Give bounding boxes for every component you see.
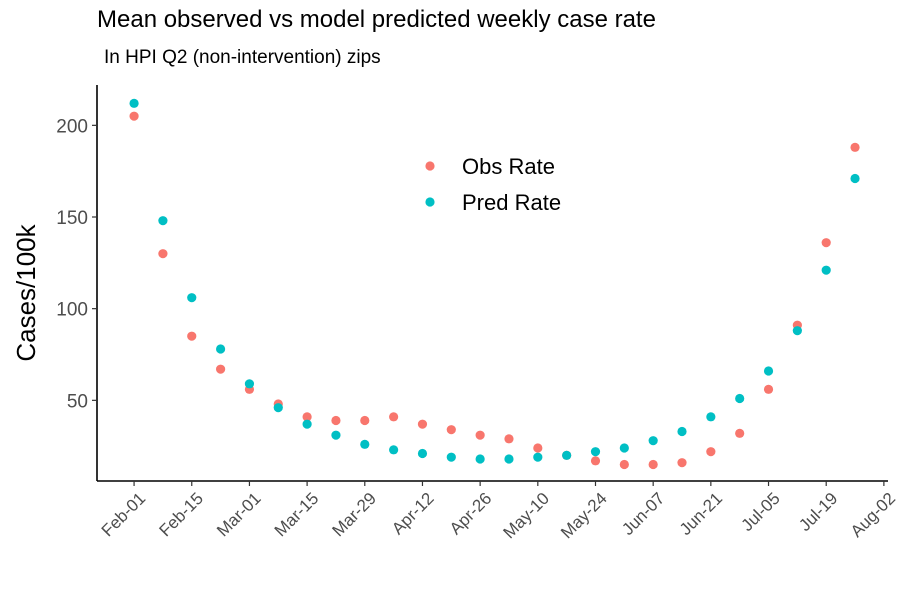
obs-rate-point xyxy=(677,458,687,468)
pred-rate-point xyxy=(389,445,399,455)
data-points xyxy=(129,98,860,470)
x-tick-label: Feb-15 xyxy=(155,489,207,541)
obs-rate-point xyxy=(533,443,543,453)
obs-rate-point xyxy=(475,430,485,440)
pred-rate-point xyxy=(475,454,485,464)
pred-rate-point xyxy=(590,447,601,457)
obs-rate-point xyxy=(648,459,658,470)
pred-rate-point xyxy=(129,98,139,108)
y-axis-title: Cases/100k xyxy=(11,223,41,361)
pred-rate-point xyxy=(648,436,658,446)
obs-rate-point xyxy=(215,364,226,374)
legend: Obs Rate Pred Rate xyxy=(425,154,561,215)
obs-rate-point xyxy=(504,434,514,444)
pred-rate-point xyxy=(735,393,745,404)
y-tick-label: 150 xyxy=(56,208,88,229)
pred-rate-point xyxy=(792,326,802,336)
axes xyxy=(96,85,888,482)
obs-rate-point xyxy=(763,384,774,394)
obs-rate-point xyxy=(590,456,601,466)
pred-rate-point xyxy=(504,454,514,464)
x-axis-ticks: Feb-01 Feb-15 Mar-01 Mar-15 Mar-29 Apr-12 Apr-… xyxy=(98,481,899,542)
legend-key xyxy=(425,161,435,171)
pred-rate-point xyxy=(533,452,543,462)
pred-rate-point xyxy=(677,426,687,437)
legend-label: Pred Rate xyxy=(462,190,561,215)
obs-rate-point xyxy=(360,415,370,426)
pred-rate-point xyxy=(244,379,255,389)
chart-title: Mean observed vs model predicted weekly … xyxy=(97,6,656,33)
legend-label: Obs Rate xyxy=(462,154,555,179)
obs-rate-point xyxy=(706,447,716,457)
obs-rate-point xyxy=(389,412,399,422)
obs-rate-point xyxy=(187,331,197,341)
pred-rate-point xyxy=(331,430,341,440)
x-tick-label: Mar-29 xyxy=(329,489,381,541)
y-tick-label: 200 xyxy=(56,116,88,137)
obs-rate-point xyxy=(735,428,745,438)
x-tick-label: Mar-01 xyxy=(213,489,265,541)
x-tick-label: Jul-05 xyxy=(738,489,784,535)
x-tick-label: May-10 xyxy=(500,489,554,543)
pred-rate-point xyxy=(562,450,572,460)
x-tick-label: Mar-15 xyxy=(271,489,323,541)
obs-rate-point xyxy=(850,142,860,152)
obs-rate-point xyxy=(446,425,456,435)
x-tick-label: Jul-19 xyxy=(795,489,841,535)
y-tick-label: 50 xyxy=(67,391,88,412)
y-axis-ticks: 50 100 150 200 xyxy=(56,116,97,412)
pred-rate-point xyxy=(763,366,774,376)
pred-rate-point xyxy=(158,216,168,226)
pred-rate-point xyxy=(619,443,629,453)
pred-rate-point xyxy=(273,403,283,413)
y-tick-label: 100 xyxy=(56,300,88,321)
x-tick-label: Jun-07 xyxy=(618,489,668,539)
obs-rate-point xyxy=(821,238,831,248)
pred-rate-point xyxy=(850,173,860,184)
x-tick-label: Feb-01 xyxy=(98,489,150,541)
obs-rate-point xyxy=(158,249,168,259)
pred-rate-point xyxy=(302,419,312,429)
legend-key xyxy=(425,197,435,207)
pred-rate-point xyxy=(360,439,370,449)
pred-rate-point xyxy=(417,448,428,459)
pred-rate-point xyxy=(706,412,716,422)
pred-rate-point xyxy=(446,452,456,462)
obs-rate-point xyxy=(417,419,428,429)
chart-subtitle: In HPI Q2 (non-intervention) zips xyxy=(104,47,381,68)
obs-rate-point xyxy=(331,415,341,426)
pred-rate-point xyxy=(821,265,831,275)
obs-rate-point xyxy=(129,111,139,121)
obs-rate-point xyxy=(302,412,312,422)
pred-rate-point xyxy=(215,344,226,354)
x-tick-label: May-24 xyxy=(557,489,611,543)
x-tick-label: Aug-02 xyxy=(847,489,899,541)
x-tick-label: Apr-12 xyxy=(388,489,438,539)
x-tick-label: Jun-21 xyxy=(676,489,726,539)
pred-rate-point xyxy=(187,293,197,303)
obs-rate-point xyxy=(619,459,629,470)
x-tick-label: Apr-26 xyxy=(446,489,496,539)
